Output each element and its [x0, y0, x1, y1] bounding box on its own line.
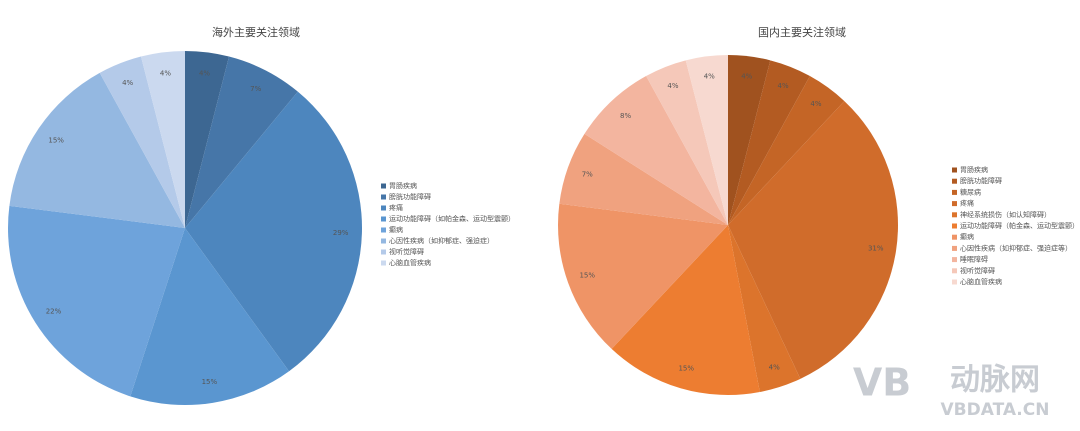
pie-slice [140, 51, 185, 228]
legend-swatch [952, 257, 957, 263]
slice-label: 29% [333, 229, 349, 237]
legend-label: 神经系统损伤（如认知障碍） [960, 210, 1051, 219]
legend-swatch [381, 238, 386, 244]
legend-label: 心因性疾病（如抑郁症、强迫症） [389, 236, 494, 245]
slice-label: 4% [704, 73, 715, 81]
slice-label: 4% [122, 79, 133, 87]
watermark-logo: VB [853, 361, 911, 405]
legend-swatch [381, 216, 386, 222]
legend-swatch [952, 189, 957, 195]
legend-label: 疼痛 [960, 199, 974, 208]
pie-slice [558, 203, 728, 349]
pie-slice [584, 76, 728, 225]
slice-label: 7% [582, 170, 593, 178]
legend-label: 心因性疾病（如抑郁症、强迫症等） [960, 243, 1072, 252]
legend-swatch [952, 245, 957, 251]
slice-label: 15% [48, 136, 64, 144]
pie-slice [185, 51, 230, 228]
pie-slice [728, 101, 898, 379]
pie-slice [559, 133, 728, 225]
legend-label: 疼痛 [389, 203, 403, 212]
legend-swatch [952, 268, 957, 274]
legend-label: 视听觉障碍 [389, 247, 424, 256]
legend-swatch [952, 223, 957, 229]
slice-label: 4% [810, 100, 821, 108]
legend-swatch [381, 194, 386, 200]
legend-swatch [952, 279, 957, 285]
watermark-url: VBDATA.CN [941, 400, 1050, 420]
slice-label: 4% [667, 82, 678, 90]
pie-slice [7, 205, 185, 397]
pie-slice [685, 55, 728, 225]
slice-label: 8% [620, 112, 631, 120]
pie-slice [130, 228, 290, 405]
legend-swatch [952, 234, 957, 240]
legend-label: 糖尿病 [960, 187, 981, 196]
legend-label: 运动功能障碍（帕金森、运动型震颤） [960, 221, 1079, 230]
legend-label: 运动功能障碍（如帕金森、运动型震颤） [389, 214, 515, 223]
slice-label: 4% [769, 363, 780, 371]
pie-slice [185, 56, 298, 229]
slice-label: 4% [778, 82, 789, 90]
slice-label: 31% [868, 244, 884, 252]
slice-label: 15% [579, 272, 595, 280]
pie-slice [728, 76, 845, 225]
pie-slice [611, 225, 760, 395]
pie-slice [728, 225, 801, 392]
watermark-name: 动脉网 [950, 363, 1040, 398]
legend-label: 心脑血管疾病 [960, 277, 1002, 286]
legend-label: 视听觉障碍 [960, 266, 995, 275]
legend-swatch [381, 183, 386, 189]
pie-slice [185, 91, 362, 372]
legend-swatch [381, 205, 386, 211]
legend-swatch [381, 249, 386, 255]
slice-label: 4% [160, 69, 171, 77]
slice-label: 4% [741, 73, 752, 81]
pie-slice [728, 60, 810, 225]
pie-slice [9, 72, 186, 229]
legend-label: 膀胱功能障碍 [389, 192, 431, 201]
slice-label: 15% [202, 378, 218, 386]
legend-swatch [952, 178, 957, 184]
legend-label: 癫病 [960, 232, 974, 241]
legend-swatch [952, 201, 957, 207]
slice-label: 4% [199, 69, 210, 77]
legend-label: 癫病 [389, 225, 403, 234]
slice-label: 15% [678, 365, 694, 373]
legend-label: 胃肠疾病 [960, 165, 988, 174]
chart-title: 海外主要关注领域 [212, 25, 300, 39]
legend-swatch [381, 260, 386, 266]
pie-slice [99, 56, 185, 229]
pie-slice [728, 55, 771, 225]
legend-swatch [952, 167, 957, 173]
legend-label: 胃肠疾病 [389, 181, 417, 190]
legend-label: 膀胱功能障碍 [960, 176, 1002, 185]
legend-swatch [381, 227, 386, 233]
legend-label: 睡眠障碍 [960, 255, 988, 264]
slice-label: 7% [250, 85, 261, 93]
legend-label: 心脑血管疾病 [389, 258, 431, 267]
chart-title: 国内主要关注领域 [758, 25, 846, 39]
legend-swatch [952, 212, 957, 218]
pie-slice [646, 60, 728, 225]
slice-label: 22% [46, 307, 62, 315]
